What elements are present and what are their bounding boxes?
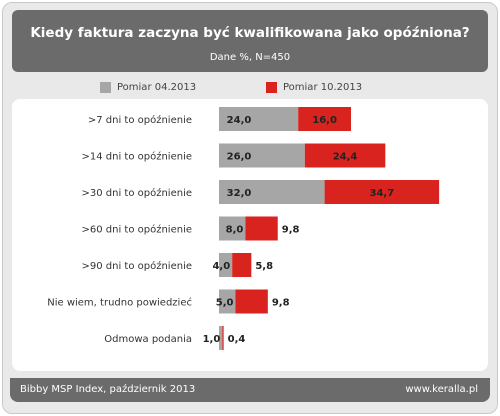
- bar-series-1: [219, 143, 305, 168]
- category-label: >7 dni to opóźnienie: [88, 114, 192, 126]
- chart-header: Kiedy faktura zaczyna być kwalifikowana …: [12, 10, 488, 72]
- legend-item-series-2: Pomiar 10.2013: [266, 82, 362, 93]
- legend: Pomiar 04.2013 Pomiar 10.2013: [0, 82, 500, 98]
- category-label: Nie wiem, trudno powiedzieć: [47, 297, 192, 309]
- bar-series-2: [232, 253, 252, 277]
- legend-label-series-2: Pomiar 10.2013: [283, 82, 363, 93]
- chart-panel: >7 dni to opóźnienie 24,0 16,0 >14 dni to o…: [12, 99, 488, 371]
- data-label-series-1: 32,0: [227, 188, 252, 199]
- bar-series-2: [324, 180, 440, 204]
- footer-source: Bibby MSP Index, październik 2013: [20, 384, 196, 395]
- bar-series-2: [304, 143, 386, 168]
- bar-series-2: [245, 216, 278, 241]
- legend-label-series-1: Pomiar 04.2013: [117, 82, 197, 93]
- legend-item-series-1: Pomiar 04.2013: [100, 82, 196, 93]
- data-label-series-1: 8,0: [226, 225, 244, 236]
- chart-subtitle: Dane %, N=450: [209, 52, 291, 63]
- bar-series-1: [219, 289, 236, 314]
- data-label-series-1: 1,0: [203, 334, 221, 345]
- data-label-series-1: 26,0: [227, 152, 252, 163]
- data-label-series-2: 34,7: [370, 188, 395, 199]
- bar-chart: >7 dni to opóźnienie 24,0 16,0 >14 dni to o…: [47, 107, 440, 350]
- data-label-series-2: 5,8: [255, 261, 273, 272]
- category-label: >90 dni to opóźnienie: [81, 260, 192, 272]
- data-label-series-2: 16,0: [312, 115, 337, 126]
- bar-series-2: [235, 289, 268, 314]
- category-label: >14 dni to opóźnienie: [81, 151, 192, 163]
- bar-series-1: [219, 253, 233, 277]
- data-label-series-2: 9,8: [272, 298, 290, 309]
- data-label-series-2: 9,8: [282, 225, 300, 236]
- footer: Bibby MSP Index, październik 2013 www.ke…: [10, 378, 490, 402]
- chart-title: Kiedy faktura zaczyna być kwalifikowana …: [30, 25, 470, 41]
- data-label-series-2: 24,4: [333, 152, 358, 163]
- bar-series-1: [219, 180, 325, 204]
- category-label: >60 dni to opóźnienie: [81, 224, 192, 236]
- category-label: Odmowa podania: [104, 334, 192, 345]
- bar-series-1: [219, 326, 223, 350]
- data-label-series-2: 0,4: [228, 334, 246, 345]
- bar-series-1: [219, 216, 246, 241]
- footer-website: www.keralla.pl: [405, 384, 478, 395]
- legend-swatch-series-1: [100, 82, 111, 93]
- legend-swatch-series-2: [266, 82, 277, 93]
- bar-series-2: [222, 326, 224, 350]
- bar-series-2: [298, 107, 351, 131]
- data-label-series-1: 24,0: [227, 115, 252, 126]
- data-label-series-1: 4,0: [212, 261, 230, 272]
- bar-series-1: [219, 107, 299, 131]
- category-label: >30 dni to opóźnienie: [81, 187, 192, 199]
- data-label-series-1: 5,0: [216, 298, 234, 309]
